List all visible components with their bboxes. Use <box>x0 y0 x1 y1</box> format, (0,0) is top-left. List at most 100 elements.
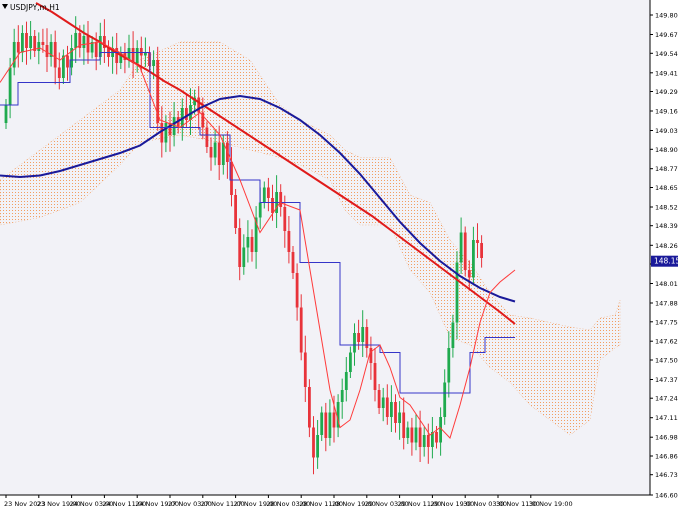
x-tick-label: 28 Nov 03:00 <box>266 500 310 508</box>
candle <box>349 346 352 378</box>
candle <box>25 21 28 65</box>
candle <box>41 28 45 53</box>
candle <box>373 348 377 402</box>
y-tick-label: 146.600 <box>655 492 678 500</box>
candle <box>57 52 61 90</box>
candle <box>303 335 307 402</box>
current-price-box: 148.159 <box>651 255 678 267</box>
y-tick-label: 146.985 <box>655 434 678 442</box>
symbol-dropdown-icon[interactable] <box>2 4 8 9</box>
candle <box>295 263 299 321</box>
x-tick-label: 24 Nov 19:00 <box>135 500 179 508</box>
candle <box>336 394 340 438</box>
candle <box>463 226 467 276</box>
candle <box>90 36 94 59</box>
candle <box>422 427 426 457</box>
candle <box>176 111 180 134</box>
candle <box>381 387 385 422</box>
candle <box>410 417 414 456</box>
x-tick-label: 23 Nov 2023 <box>4 500 46 508</box>
candle <box>443 369 447 425</box>
candle <box>439 407 442 456</box>
candle <box>451 314 455 358</box>
candle <box>127 34 131 68</box>
candle <box>238 218 242 281</box>
x-tick-label: 30 Nov 11:00 <box>496 500 540 508</box>
candle <box>344 357 348 402</box>
candle <box>262 181 266 209</box>
candle <box>246 220 250 263</box>
candle <box>431 417 434 459</box>
candle <box>394 394 397 433</box>
candle <box>390 385 393 432</box>
candle <box>16 25 20 68</box>
y-tick-label: 149.545 <box>655 50 678 58</box>
candle <box>328 399 332 446</box>
candle <box>135 40 139 73</box>
y-tick-label: 147.115 <box>655 414 678 422</box>
candle <box>156 46 160 131</box>
y-tick-label: 148.265 <box>655 242 678 250</box>
x-tick-label: 29 Nov 19:00 <box>430 500 474 508</box>
candle <box>459 217 463 274</box>
candle <box>29 21 32 60</box>
indicator-lines <box>0 2 516 439</box>
candle <box>209 137 213 171</box>
candle <box>406 421 410 444</box>
candle <box>205 121 209 153</box>
candle <box>299 294 303 361</box>
y-tick-label: 148.775 <box>655 165 678 173</box>
cloud-area <box>0 41 621 436</box>
y-tick-label: 147.370 <box>655 376 678 384</box>
candle <box>33 30 37 57</box>
y-tick-label: 147.245 <box>655 395 678 403</box>
current-price-label: 148.159 <box>654 257 678 266</box>
y-tick-label: 148.905 <box>655 146 678 154</box>
y-tick-label: 147.880 <box>655 300 678 308</box>
candle <box>340 378 344 419</box>
candle <box>267 177 270 212</box>
candle <box>476 223 479 258</box>
candle <box>234 189 237 234</box>
x-tick-label: 27 Nov 11:00 <box>201 500 245 508</box>
candle <box>467 260 471 291</box>
symbol-label: USDJPY,m,H1 <box>10 3 60 12</box>
candle <box>4 99 8 129</box>
candle <box>402 397 406 450</box>
candle <box>472 226 475 286</box>
x-tick-label: 30 Nov 19:00 <box>529 500 573 508</box>
candle <box>377 384 381 414</box>
x-tick-label: 24 Nov 11:00 <box>102 500 146 508</box>
candle <box>12 28 16 76</box>
candle <box>164 115 168 153</box>
y-tick-label: 149.415 <box>655 69 678 77</box>
series-moving-average-mid <box>0 94 516 303</box>
candle <box>361 310 365 357</box>
x-tick-label: 24 Nov 03:00 <box>70 500 114 508</box>
candle <box>398 401 401 440</box>
y-tick-label: 149.670 <box>655 31 678 39</box>
y-tick-label: 148.650 <box>655 184 678 192</box>
x-tick-label: 28 Nov 19:00 <box>332 500 376 508</box>
candle <box>74 16 78 63</box>
price-axis: 146.600 146.735 146.860 146.985 147.115 147.2… <box>650 12 678 500</box>
candle <box>250 229 254 262</box>
candle <box>94 32 98 71</box>
candle <box>62 49 65 84</box>
candle <box>308 379 311 438</box>
x-tick-label: 28 Nov 11:00 <box>299 500 343 508</box>
candle <box>21 25 24 63</box>
x-tick-label: 30 Nov 03:00 <box>463 500 507 508</box>
candle <box>131 31 135 78</box>
candle <box>426 423 430 464</box>
x-tick-label: 27 Nov 19:00 <box>234 500 278 508</box>
x-tick-label: 27 Nov 03:00 <box>168 500 212 508</box>
y-tick-label: 147.755 <box>655 318 678 326</box>
y-tick-label: 146.735 <box>655 471 678 479</box>
y-tick-label: 147.625 <box>655 338 678 346</box>
candle <box>279 184 283 217</box>
ichimoku-cloud <box>0 41 621 436</box>
y-tick-label: 149.800 <box>655 12 678 20</box>
